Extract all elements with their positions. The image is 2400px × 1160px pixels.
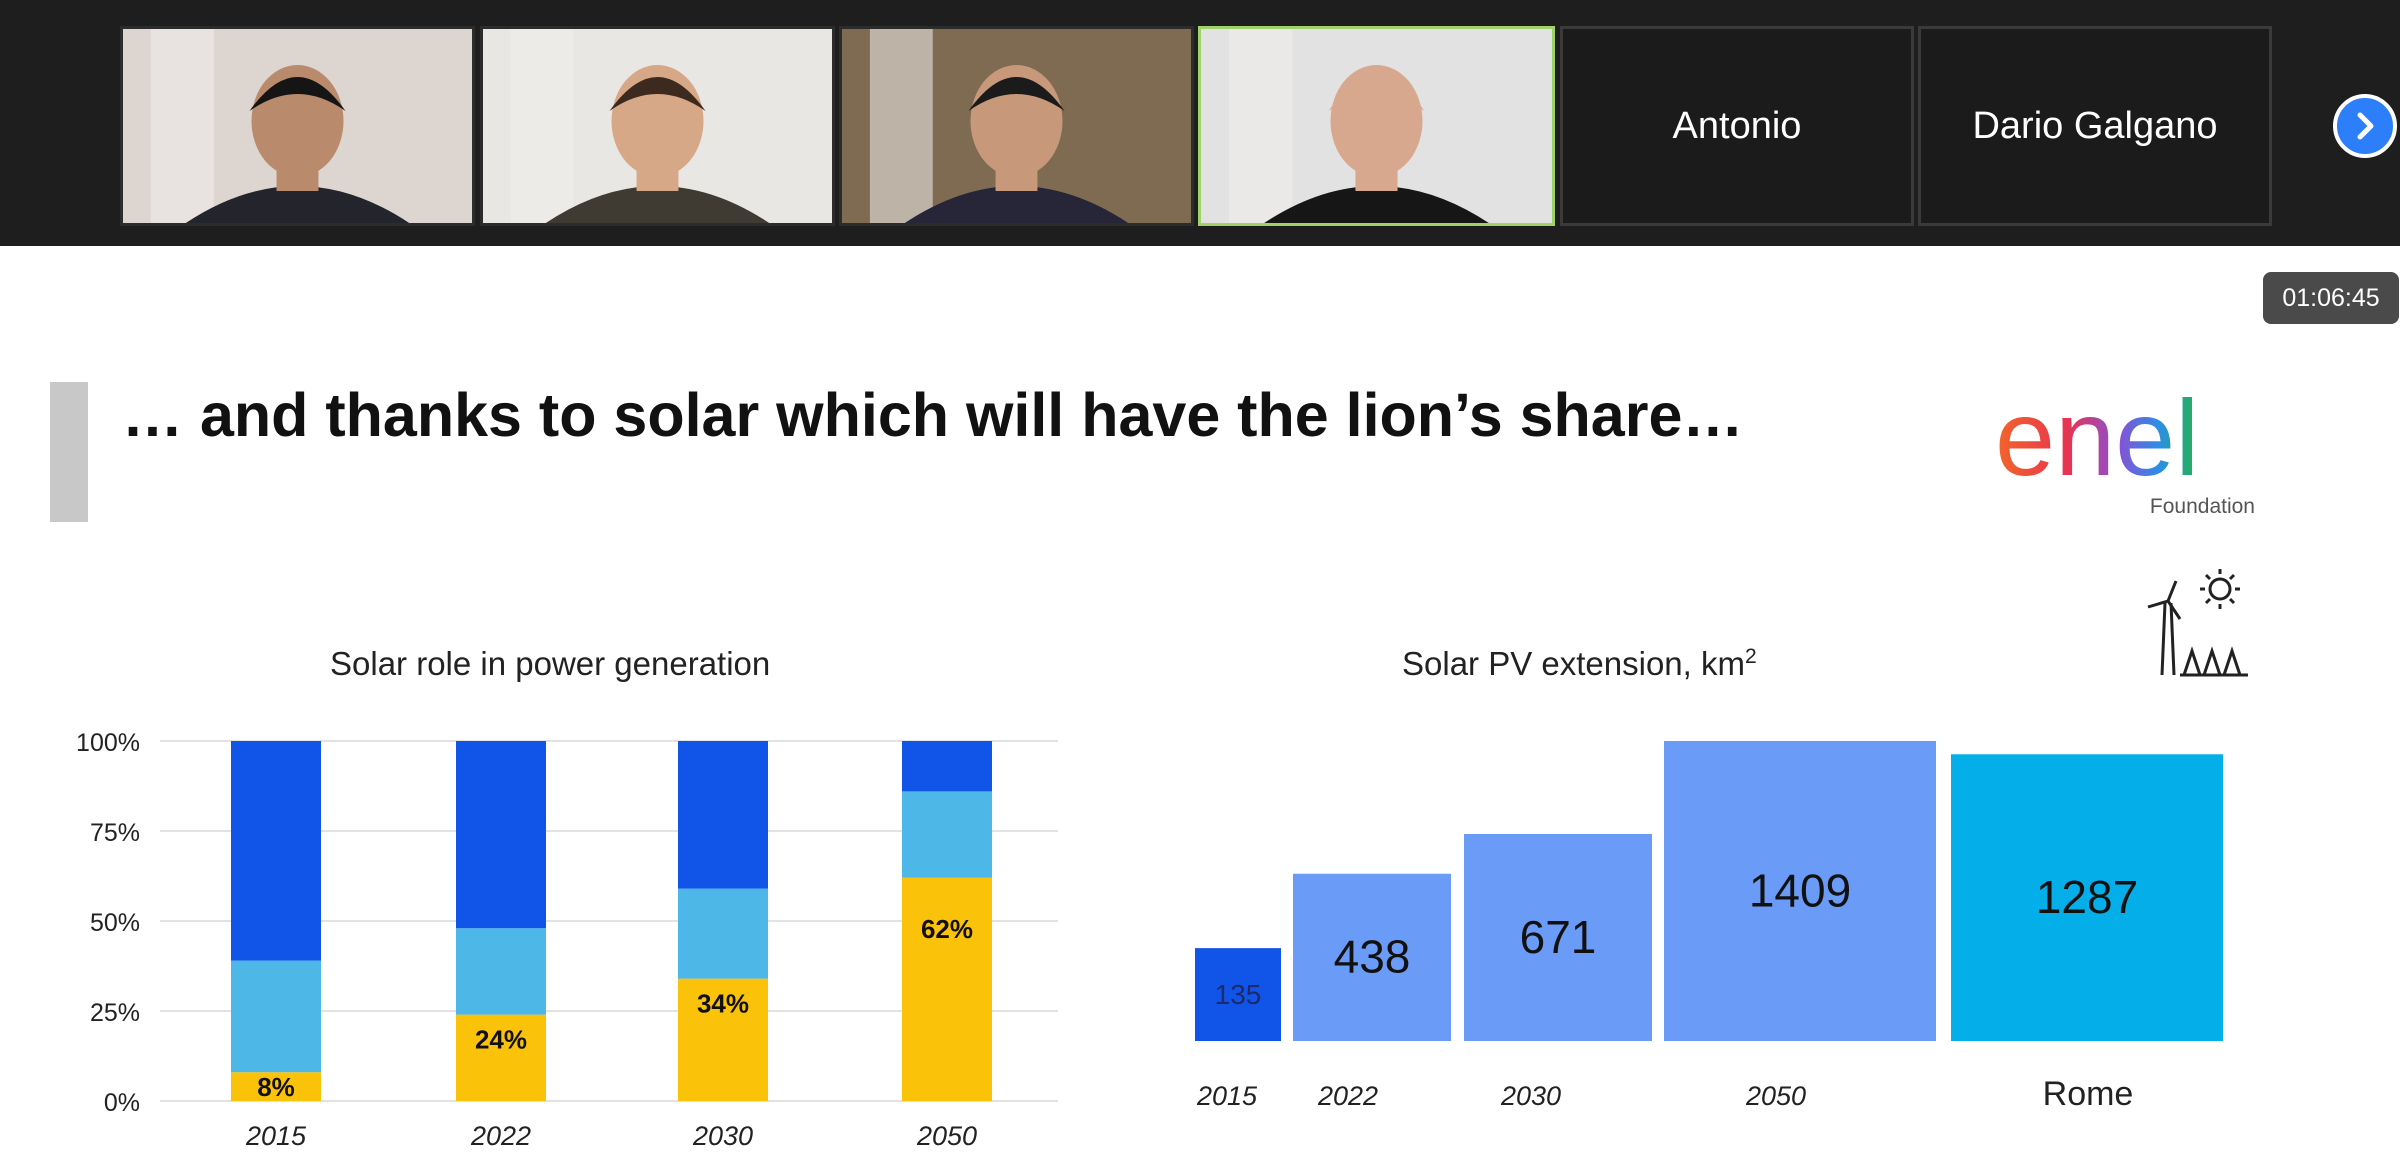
y-tick-label: 75% [90,819,140,847]
bar-segment [456,1014,546,1101]
data-label: 34% [697,989,749,1019]
left-chart-title: Solar role in power generation [330,645,771,682]
bar-segment [456,928,546,1015]
x-tick-label: 2030 [1500,1081,1561,1111]
participant-tile[interactable] [480,26,835,226]
x-tick-label: 2050 [916,1121,977,1151]
bar-segment [231,1072,321,1101]
bar [1951,754,2223,1041]
data-label: 671 [1520,911,1597,963]
slide-title: … and thanks to solar which will have th… [122,381,1744,449]
bar-segment [678,888,768,979]
bar-segment [902,741,992,792]
logo-subtext: Foundation [2149,495,2255,518]
bar [1464,833,1652,1041]
x-tick-label: 2030 [692,1121,753,1151]
bar-segment [902,791,992,878]
title-accent-bar [50,382,88,522]
y-tick-label: 100% [76,729,140,757]
bar-segment [231,960,321,1073]
y-tick-label: 25% [90,999,140,1027]
data-label: 1287 [2036,871,2138,923]
participant-tile[interactable]: Antonio [1560,26,1914,226]
bar-segment [456,741,546,929]
enel-logo: enel [1995,380,2199,498]
x-tick-label: 2022 [470,1121,531,1151]
data-label: 62% [921,914,973,944]
bar-segment [902,877,992,1101]
bar-segment [231,741,321,961]
participant-name: Dario Galgano [1972,104,2218,147]
x-tick-label: 2015 [1196,1081,1258,1111]
data-label: 24% [475,1025,527,1055]
participant-tile[interactable] [1198,26,1555,226]
elapsed-time-badge: 01:06:45 [2263,272,2399,324]
bar-segment [678,978,768,1101]
data-label: 438 [1334,931,1411,983]
participant-tile[interactable]: Dario Galgano [1918,26,2272,226]
participant-video [123,29,472,223]
participant-tile[interactable] [839,26,1194,226]
participant-video [483,29,832,223]
x-tick-label: 2022 [1317,1081,1378,1111]
y-tick-label: 0% [104,1089,140,1117]
participant-name: Antonio [1672,104,1802,147]
bar [1195,948,1281,1041]
x-tick-label: 2050 [1745,1081,1806,1111]
data-label: 1409 [1749,864,1851,916]
sun-icon [2200,569,2240,609]
y-tick-label: 50% [90,909,140,937]
solar-role-chart: 0% 25% 50% 75% 100% 8% 2015 24% 2022 34% 2030 62% 20… [76,729,1058,1151]
next-participants-button[interactable] [2333,94,2397,158]
bar [1293,873,1451,1041]
participant-video [1201,29,1552,223]
solar-panels-icon [2180,646,2248,677]
data-label: 8% [257,1072,295,1102]
right-chart-title: Solar PV extension, km2 [1402,645,1757,682]
bar-segment [678,741,768,889]
data-label: 135 [1215,979,1262,1010]
renewables-icon [2147,569,2248,677]
participant-tile[interactable] [120,26,475,226]
x-tick-label: Rome [2043,1075,2134,1113]
bar [1664,741,1936,1041]
wind-turbine-icon [2147,580,2182,676]
x-tick-label: 2015 [245,1121,307,1151]
enel-logo-text: enel [1995,380,2199,498]
chevron-right-icon [2357,112,2374,140]
participant-video [842,29,1191,223]
